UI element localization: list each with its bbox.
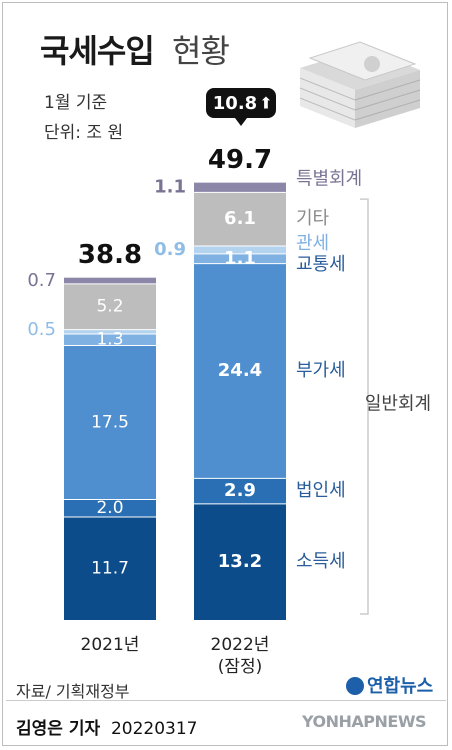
label-other-0: 5.2 [96,297,123,317]
label-vat-0: 17.5 [91,412,129,432]
footer-divider [6,700,446,701]
total-label-0: 38.8 [78,240,142,270]
publish-date: 20220317 [110,719,198,739]
bar-other-1 [194,192,286,246]
label-customs-0: 0.5 [27,319,56,340]
series-label-other: 기타 [296,208,330,229]
label-vat-1: 24.4 [218,360,262,381]
bar-income-tax-0 [64,517,156,620]
label-transport-tax-0: 1.3 [96,330,123,350]
byline: 김영은 기자 20220317 [16,714,197,739]
label-transport-tax-1: 1.1 [224,248,256,269]
change-badge-arrow: ⬆ [259,94,272,113]
bar-corporate-tax-1 [194,478,286,504]
bar-vat-0 [64,345,156,500]
series-label-vat: 부가세 [296,360,346,381]
change-badge-value: 10.8 [213,93,257,114]
bar-customs-0 [64,329,156,334]
bar-special-account-0 [64,277,156,284]
label-corporate-tax-0: 2.0 [96,498,123,518]
series-label-special-account: 특별회계 [296,168,362,189]
series-label-corporate-tax: 법인세 [296,480,346,501]
bar-customs-1 [194,246,286,254]
bar-transport-tax-1 [194,253,286,264]
total-label-1: 49.7 [208,145,272,175]
bar-transport-tax-0 [64,334,156,346]
bar-corporate-tax-0 [64,499,156,518]
bar-vat-1 [194,263,286,479]
frame-border [2,2,448,746]
yonhap-logo: 연합뉴스 [346,672,433,698]
label-income-tax-0: 11.7 [91,559,129,579]
general-account-bracket [360,198,369,615]
reporter-name: 김영은 기자 [16,719,101,739]
bar-special-account-1 [194,182,286,193]
label-special-0: 0.7 [27,270,56,291]
change-badge [206,88,276,118]
basis-note: 1월 기준 [44,93,108,113]
yonhapnews-watermark: YONHAPNEWS [302,712,427,731]
label-corporate-tax-1: 2.9 [224,480,256,501]
chart-title: 국세수입 [40,32,155,70]
general-account-label: 일반회계 [365,394,431,415]
bar-income-tax-1 [194,503,286,620]
series-label-transport-tax: 교통세 [296,254,346,275]
x-tick-2022: 2022년 [210,635,270,655]
unit-note: 단위: 조 원 [44,123,124,143]
change-badge-pointer [235,118,247,126]
series-label-customs: 관세 [296,233,329,254]
label-customs-1: 0.9 [154,239,186,260]
yonhap-logo-text: 연합뉴스 [367,676,434,697]
label-other-1: 6.1 [224,208,256,229]
chart-subtitle: 현황 [172,32,230,70]
series-label-income-tax: 소득세 [296,551,346,572]
label-income-tax-1: 13.2 [218,551,262,572]
label-special-1: 1.1 [154,176,186,197]
bar-other-0 [64,283,156,330]
x-tick-2022-note: (잠정) [217,657,263,677]
x-tick-2021: 2021년 [80,635,140,655]
source-note: 자료/ 기획재정부 [16,682,130,701]
yonhapnews-watermark-text: YONHAPNEWS [302,712,427,731]
